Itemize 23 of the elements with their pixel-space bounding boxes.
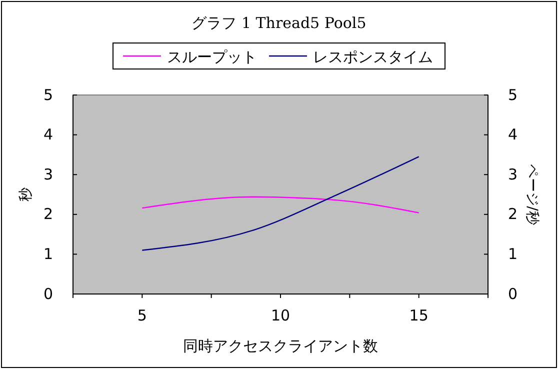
line-series <box>142 156 420 251</box>
y2-tick-label: 1 <box>508 245 518 263</box>
y2-tick-label: 2 <box>508 205 518 224</box>
y2-tick-label: 5 <box>508 86 518 104</box>
y-tick-label: 1 <box>43 245 53 263</box>
y2-axis-title: ページ/秒 <box>524 164 540 225</box>
y2-tick-label: 0 <box>508 284 518 303</box>
legend-label: スループット <box>167 48 257 66</box>
y-tick-label: 3 <box>43 165 53 184</box>
line-series <box>142 196 420 214</box>
chart-title: グラフ 1 Thread5 Pool5 <box>192 14 366 32</box>
y-axis-title: 秒 <box>18 188 34 202</box>
x-tick-label: 5 <box>137 306 147 325</box>
y2-tick-label: 3 <box>508 165 518 184</box>
y2-tick-label: 4 <box>508 126 518 144</box>
y-tick-label: 5 <box>43 86 53 104</box>
x-tick-label: 10 <box>270 306 290 325</box>
y-tick-label: 2 <box>43 205 53 224</box>
legend-label: レスポンスタイム <box>313 48 433 66</box>
y-tick-label: 4 <box>43 126 53 144</box>
x-tick-label: 15 <box>409 306 428 325</box>
x-axis-title: 同時アクセスクライアント数 <box>183 337 378 355</box>
y-tick-label: 0 <box>43 284 53 303</box>
